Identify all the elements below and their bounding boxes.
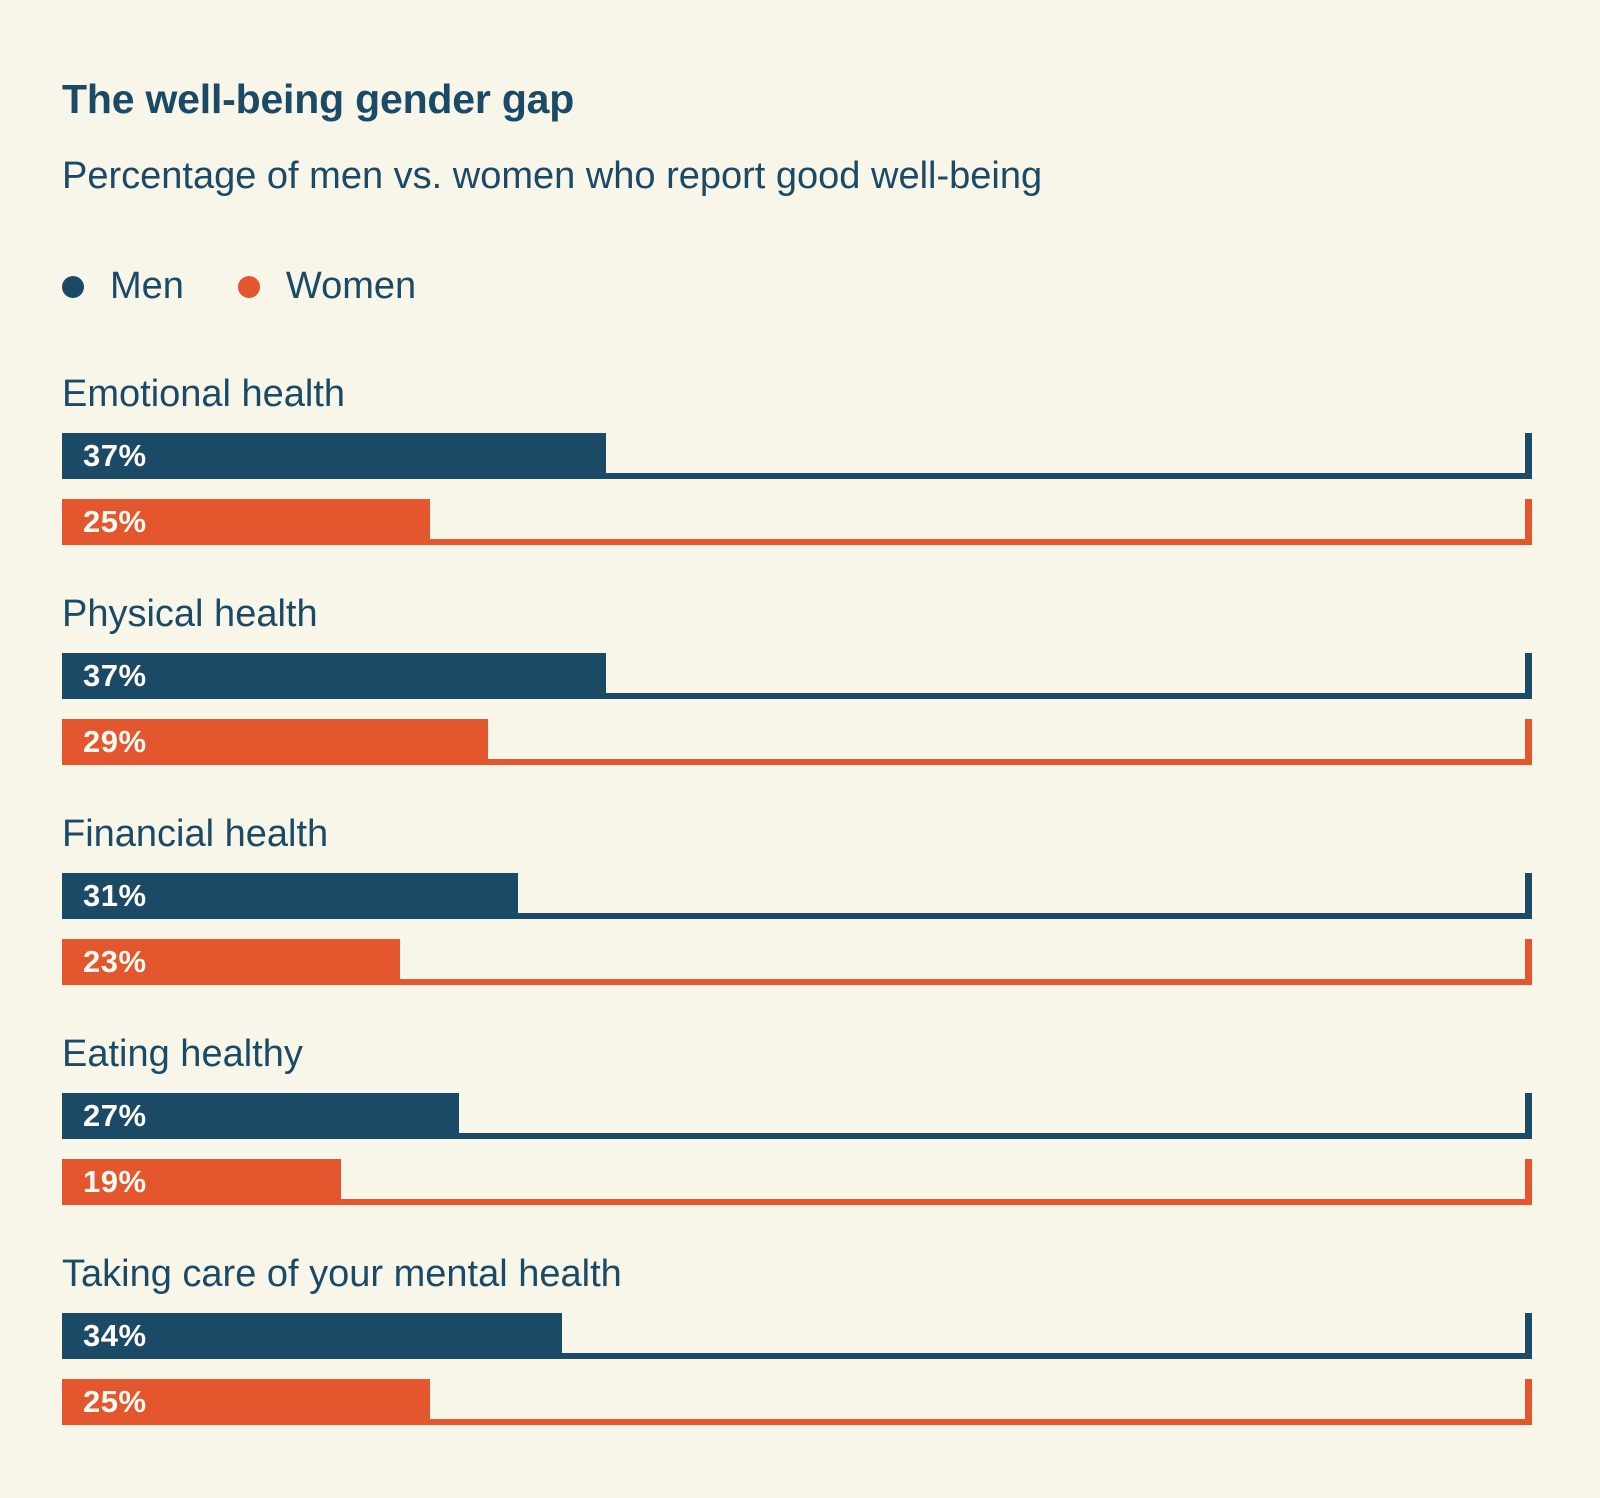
bar-groups: Emotional health 37% 25% Physical health… (62, 372, 1532, 1426)
page-title: The well-being gender gap (62, 76, 575, 122)
category-label: Emotional health (62, 373, 346, 416)
women-bar-value-label: 29% (83, 724, 147, 760)
women-legend-dot-icon (237, 275, 260, 298)
women-bar: 23% (62, 939, 401, 986)
men-bar: 37% (62, 433, 606, 480)
category-label: Physical health (62, 593, 318, 636)
men-bar-value-label: 34% (83, 1318, 147, 1354)
women-bar: 19% (62, 1159, 342, 1206)
women-bar-value-label: 23% (83, 944, 147, 980)
category-group: Physical health 37% 29% (62, 592, 1532, 766)
women-bar-value-label: 19% (83, 1164, 147, 1200)
women-bar-value-label: 25% (83, 504, 147, 540)
category-group: Taking care of your mental health 34% 25… (62, 1252, 1532, 1426)
legend: Men Women (62, 265, 1532, 308)
women-bar-value-label: 25% (83, 1384, 147, 1420)
women-bar-track: 25% (62, 499, 1532, 546)
women-bar: 29% (62, 719, 489, 766)
category-group: Eating healthy 27% 19% (62, 1032, 1532, 1206)
category-group: Emotional health 37% 25% (62, 372, 1532, 546)
category-group: Financial health 31% 23% (62, 812, 1532, 986)
women-bar: 25% (62, 499, 430, 546)
men-bar-value-label: 31% (83, 878, 147, 914)
men-bar-value-label: 37% (83, 438, 147, 474)
chart-subtitle: Percentage of men vs. women who report g… (62, 154, 1043, 197)
men-bar-track: 37% (62, 653, 1532, 700)
women-bar-track: 19% (62, 1159, 1532, 1206)
men-bar-track: 34% (62, 1313, 1532, 1360)
men-bar: 27% (62, 1093, 459, 1140)
category-label: Financial health (62, 813, 329, 856)
men-bar-track: 27% (62, 1093, 1532, 1140)
men-legend-dot-icon (62, 275, 84, 298)
men-bar-value-label: 37% (83, 658, 147, 694)
women-bar-track: 29% (62, 719, 1532, 766)
legend-label-women: Women (285, 265, 417, 308)
men-bar: 37% (62, 653, 606, 700)
women-bar-track: 23% (62, 939, 1532, 986)
category-label: Eating healthy (62, 1033, 303, 1076)
men-bar-track: 31% (62, 873, 1532, 920)
men-bar-track: 37% (62, 433, 1532, 480)
men-bar: 34% (62, 1313, 562, 1360)
category-label: Taking care of your mental health (62, 1253, 622, 1296)
women-bar: 25% (62, 1379, 430, 1426)
legend-label-men: Men (110, 265, 184, 308)
legend-item-women: Women (237, 265, 417, 308)
men-bar-value-label: 27% (83, 1098, 147, 1134)
men-bar: 31% (62, 873, 518, 920)
chart-container: The well-being gender gap Percentage of … (62, 76, 1532, 1426)
legend-item-men: Men (62, 265, 184, 308)
women-bar-track: 25% (62, 1379, 1532, 1426)
